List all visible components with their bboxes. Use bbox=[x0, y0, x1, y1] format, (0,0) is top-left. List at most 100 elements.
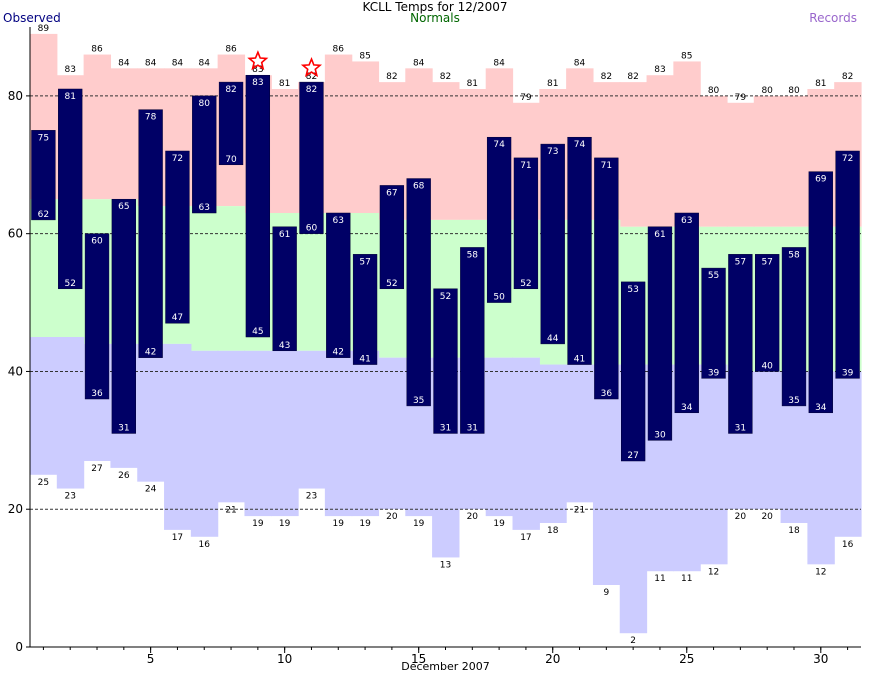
record-high-label: 86 bbox=[91, 45, 103, 55]
record-low-label: 19 bbox=[493, 519, 505, 529]
record-high-label: 85 bbox=[681, 51, 692, 61]
observed-bar bbox=[460, 247, 485, 434]
record-high-label: 84 bbox=[145, 58, 157, 68]
x-axis-label: December 2007 bbox=[401, 660, 490, 673]
observed-bar bbox=[808, 171, 833, 414]
observed-low-label: 39 bbox=[708, 368, 720, 378]
record-low-band bbox=[56, 337, 85, 489]
record-low-label: 19 bbox=[359, 519, 371, 529]
record-low-label: 21 bbox=[225, 505, 236, 515]
observed-high-label: 52 bbox=[440, 292, 451, 302]
record-high-label: 84 bbox=[574, 58, 586, 68]
x-tick-label: 25 bbox=[679, 652, 694, 666]
observed-bar bbox=[245, 74, 271, 338]
observed-high-label: 72 bbox=[842, 154, 853, 164]
observed-bar bbox=[620, 281, 646, 462]
observed-low-label: 30 bbox=[654, 430, 666, 440]
observed-high-label: 57 bbox=[761, 257, 772, 267]
record-high-band bbox=[458, 89, 487, 220]
record-low-band bbox=[324, 350, 353, 517]
record-high-label: 83 bbox=[64, 65, 75, 75]
record-low-label: 20 bbox=[386, 512, 398, 522]
record-high-label: 80 bbox=[708, 86, 720, 96]
record-high-band bbox=[753, 95, 782, 227]
record-star-icon bbox=[300, 56, 323, 78]
y-tick-label: 0 bbox=[15, 640, 23, 654]
record-stars bbox=[247, 50, 323, 78]
observed-bar bbox=[540, 143, 565, 345]
record-low-label: 23 bbox=[306, 492, 317, 502]
observed-high-label: 80 bbox=[199, 99, 211, 109]
normal-band bbox=[190, 206, 219, 351]
observed-high-label: 58 bbox=[467, 250, 479, 260]
record-low-band bbox=[592, 364, 621, 585]
observed-high-label: 75 bbox=[38, 133, 49, 143]
record-low-band bbox=[271, 350, 299, 517]
record-low-band bbox=[539, 364, 567, 523]
y-tick-label: 40 bbox=[8, 364, 23, 378]
observed-high-label: 61 bbox=[654, 230, 665, 240]
record-low-band bbox=[190, 350, 219, 537]
observed-high-label: 83 bbox=[252, 78, 263, 88]
normal-band bbox=[298, 213, 326, 351]
record-low-label: 9 bbox=[603, 588, 609, 598]
record-high-band bbox=[726, 102, 755, 227]
record-high-band bbox=[110, 68, 138, 200]
observed-high-label: 73 bbox=[547, 147, 558, 157]
record-high-band bbox=[432, 82, 460, 220]
observed-bar bbox=[701, 267, 726, 379]
legend-normals: Normals bbox=[410, 11, 460, 25]
observed-high-label: 60 bbox=[91, 237, 103, 247]
observed-low-label: 39 bbox=[842, 368, 854, 378]
record-high-label: 82 bbox=[842, 72, 853, 82]
observed-high-label: 57 bbox=[735, 257, 746, 267]
chart-title: KCLL Temps for 12/2007 bbox=[362, 0, 508, 14]
observed-high-label: 78 bbox=[145, 113, 157, 123]
observed-low-label: 45 bbox=[252, 327, 263, 337]
observed-high-label: 61 bbox=[279, 230, 290, 240]
observed-high-label: 81 bbox=[64, 92, 75, 102]
record-high-band bbox=[646, 75, 674, 227]
observed-bar bbox=[647, 226, 673, 441]
record-low-label: 12 bbox=[708, 567, 719, 577]
observed-high-label: 63 bbox=[681, 216, 692, 226]
record-low-label: 11 bbox=[654, 574, 665, 584]
observed-bar bbox=[138, 109, 163, 358]
observed-low-label: 41 bbox=[359, 355, 370, 365]
record-star-icon bbox=[247, 50, 269, 71]
record-high-label: 89 bbox=[38, 24, 50, 34]
observed-low-label: 31 bbox=[735, 423, 746, 433]
record-low-label: 20 bbox=[467, 512, 479, 522]
x-tick-label: 30 bbox=[813, 652, 828, 666]
observed-low-label: 40 bbox=[761, 361, 773, 371]
record-low-band bbox=[137, 343, 165, 482]
record-low-label: 19 bbox=[279, 519, 291, 529]
observed-bar bbox=[728, 254, 753, 434]
observed-high-label: 53 bbox=[627, 285, 638, 295]
record-low-band bbox=[512, 357, 540, 530]
record-low-label: 20 bbox=[761, 512, 773, 522]
observed-bar bbox=[165, 150, 190, 324]
record-low-band bbox=[351, 350, 380, 517]
observed-low-label: 42 bbox=[333, 348, 344, 358]
record-low-band bbox=[485, 357, 514, 517]
observed-low-label: 36 bbox=[601, 389, 613, 399]
observed-bar bbox=[486, 136, 512, 303]
x-tick-label: 5 bbox=[147, 652, 155, 666]
observed-low-label: 34 bbox=[681, 403, 693, 413]
record-high-label: 82 bbox=[627, 72, 638, 82]
y-tick-label: 80 bbox=[8, 89, 23, 103]
record-high-label: 84 bbox=[493, 58, 505, 68]
observed-low-label: 52 bbox=[386, 279, 397, 289]
observed-low-label: 42 bbox=[145, 348, 156, 358]
record-high-label: 84 bbox=[172, 58, 184, 68]
record-high-label: 81 bbox=[547, 79, 558, 89]
observed-bar bbox=[218, 81, 244, 166]
normal-band bbox=[30, 199, 58, 337]
record-low-label: 17 bbox=[520, 533, 531, 543]
record-low-label: 17 bbox=[172, 533, 183, 543]
observed-high-label: 82 bbox=[225, 85, 236, 95]
observed-high-label: 71 bbox=[520, 161, 531, 171]
observed-bar bbox=[406, 178, 431, 407]
record-low-label: 18 bbox=[547, 526, 559, 536]
